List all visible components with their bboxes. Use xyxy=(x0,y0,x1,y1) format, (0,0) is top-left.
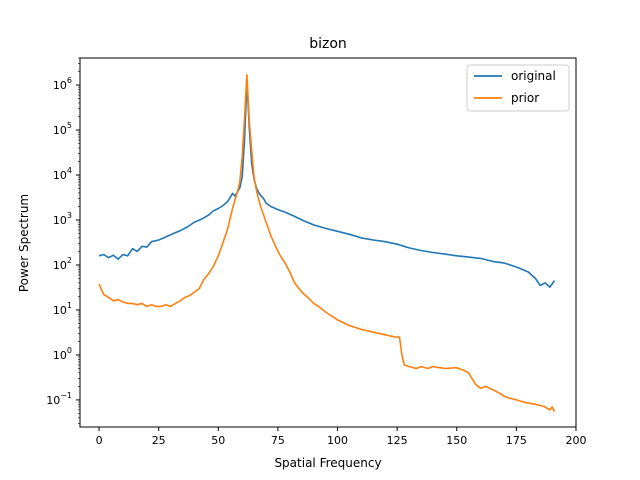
series-layer xyxy=(98,73,556,412)
series-line-prior xyxy=(98,73,556,412)
y-tick-label: 100 xyxy=(53,346,72,362)
legend-label-prior: prior xyxy=(511,91,539,105)
y-ticks: 10−1 100 101 102 103 104 105 106 xyxy=(46,57,80,424)
x-tick-label: 150 xyxy=(446,434,467,447)
y-tick-label: 103 xyxy=(53,211,72,227)
x-tick-label: 100 xyxy=(327,434,348,447)
x-tick-label: 200 xyxy=(566,434,587,447)
x-tick-label: 50 xyxy=(211,434,225,447)
y-axis-label: Power Spectrum xyxy=(17,194,31,292)
y-tick-label: 10−1 xyxy=(46,391,72,407)
y-tick-label: 102 xyxy=(53,256,72,272)
y-tick-label: 101 xyxy=(53,301,72,317)
x-axis-label: Spatial Frequency xyxy=(274,456,381,470)
x-tick-label: 75 xyxy=(271,434,285,447)
y-tick-label: 105 xyxy=(53,121,72,137)
plot-frame xyxy=(79,57,577,428)
y-tick-label: 104 xyxy=(53,166,72,182)
x-tick-label: 0 xyxy=(96,434,103,447)
series-line-original xyxy=(98,80,556,289)
chart-title: bizon xyxy=(309,36,347,52)
x-tick-label: 25 xyxy=(152,434,166,447)
x-ticks: 0 25 50 75 100 125 150 175 200 xyxy=(96,427,587,447)
x-tick-label: 175 xyxy=(506,434,527,447)
legend-label-original: original xyxy=(511,69,556,83)
legend: original prior xyxy=(466,64,570,112)
x-tick-label: 125 xyxy=(387,434,408,447)
y-tick-label: 106 xyxy=(53,76,72,92)
